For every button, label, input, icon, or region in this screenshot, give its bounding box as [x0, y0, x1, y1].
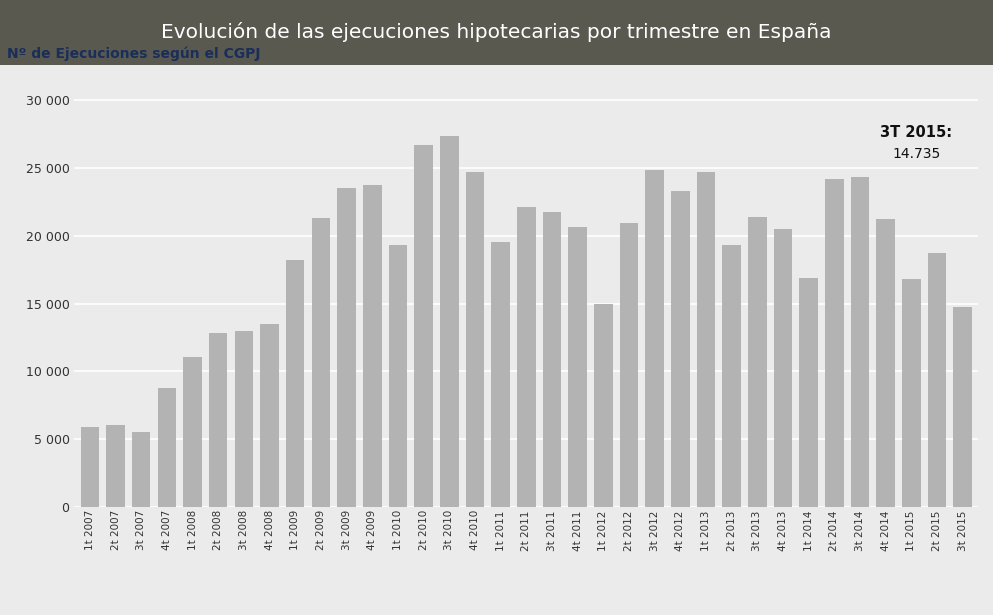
- Text: Nº de Ejecuciones según el CGPJ: Nº de Ejecuciones según el CGPJ: [7, 46, 260, 61]
- Bar: [953, 307, 972, 507]
- Bar: [543, 212, 561, 507]
- Text: 14.735: 14.735: [893, 147, 940, 161]
- Bar: [799, 278, 818, 507]
- Bar: [234, 331, 253, 507]
- Bar: [620, 223, 638, 507]
- Bar: [723, 245, 741, 507]
- Bar: [466, 172, 485, 507]
- Bar: [492, 242, 509, 507]
- Bar: [594, 304, 613, 507]
- Bar: [825, 178, 844, 507]
- Text: Evolución de las ejecuciones hipotecarias por trimestre en España: Evolución de las ejecuciones hipotecaria…: [161, 22, 832, 42]
- Bar: [388, 245, 407, 507]
- Bar: [440, 137, 459, 507]
- Bar: [363, 185, 381, 507]
- Bar: [568, 228, 587, 507]
- Bar: [106, 425, 125, 507]
- Bar: [338, 188, 355, 507]
- Bar: [645, 170, 664, 507]
- Bar: [877, 220, 895, 507]
- Text: 3T 2015:: 3T 2015:: [881, 125, 952, 140]
- Bar: [414, 145, 433, 507]
- Bar: [312, 218, 330, 507]
- Bar: [517, 207, 535, 507]
- Bar: [927, 253, 946, 507]
- Bar: [697, 172, 715, 507]
- Bar: [209, 333, 227, 507]
- Bar: [902, 279, 921, 507]
- Bar: [80, 427, 99, 507]
- Bar: [286, 260, 305, 507]
- Bar: [260, 324, 279, 507]
- Bar: [184, 357, 202, 507]
- Bar: [748, 216, 767, 507]
- Bar: [158, 388, 176, 507]
- Bar: [851, 177, 869, 507]
- Bar: [774, 229, 792, 507]
- Bar: [132, 432, 151, 507]
- Bar: [671, 191, 689, 507]
